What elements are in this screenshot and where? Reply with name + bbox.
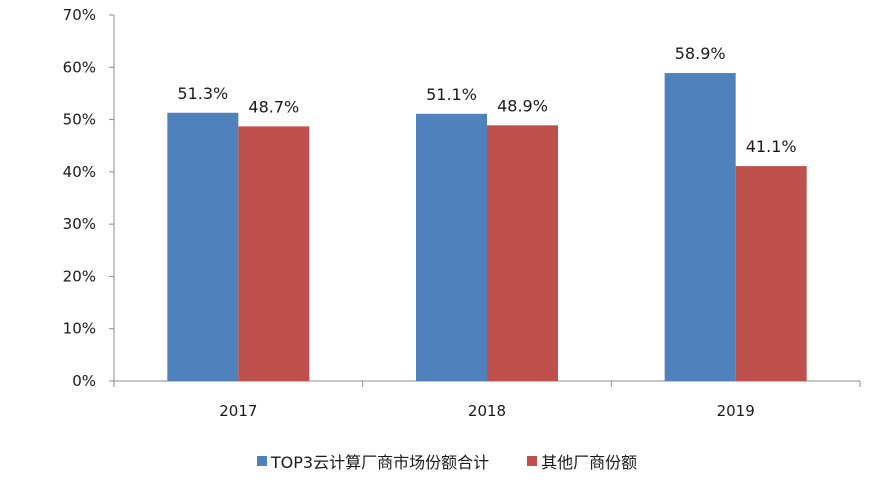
y-tick-label: 10% xyxy=(63,320,96,338)
y-tick-label: 40% xyxy=(63,163,96,181)
bar-others xyxy=(238,126,310,382)
data-label: 48.7% xyxy=(248,97,299,116)
legend: TOP3云计算厂商市场份额合计 其他厂商份额 xyxy=(0,449,894,473)
bars xyxy=(167,73,807,382)
x-tick-label: 2017 xyxy=(219,402,257,420)
legend-swatch-others xyxy=(527,456,538,466)
bar-top3 xyxy=(664,73,736,381)
y-tick-label: 0% xyxy=(72,372,96,390)
data-label: 48.9% xyxy=(497,96,548,115)
bar-top3 xyxy=(416,113,487,381)
y-tick-label: 60% xyxy=(63,58,96,76)
data-label: 58.9% xyxy=(675,44,726,63)
bar-top3 xyxy=(167,112,239,381)
data-label: 41.1% xyxy=(746,137,797,156)
x-tick-label: 2018 xyxy=(468,402,506,420)
legend-item-others: 其他厂商份额 xyxy=(527,449,637,473)
bar-others xyxy=(735,166,807,381)
data-label: 51.1% xyxy=(426,85,477,104)
y-tick-label: 30% xyxy=(63,215,96,233)
axes: 0% 10% 20% 30% 40% 50% 60% 70% 2017 2018 2019 xyxy=(63,6,861,420)
y-tick-label: 70% xyxy=(63,6,96,24)
data-labels: 51.3% 48.7% 51.1% 48.9% 58.9% 41.1% xyxy=(177,44,796,156)
y-tick-label: 20% xyxy=(63,267,96,285)
legend-label-top3: TOP3云计算厂商市场份额合计 xyxy=(270,453,490,472)
bar-others xyxy=(487,125,558,381)
y-tick-label: 50% xyxy=(63,111,96,129)
legend-label-others: 其他厂商份额 xyxy=(541,453,638,472)
x-tick-label: 2019 xyxy=(717,402,755,420)
data-label: 51.3% xyxy=(177,84,228,103)
legend-item-top3: TOP3云计算厂商市场份额合计 xyxy=(256,449,490,473)
legend-swatch-top3 xyxy=(256,456,267,466)
